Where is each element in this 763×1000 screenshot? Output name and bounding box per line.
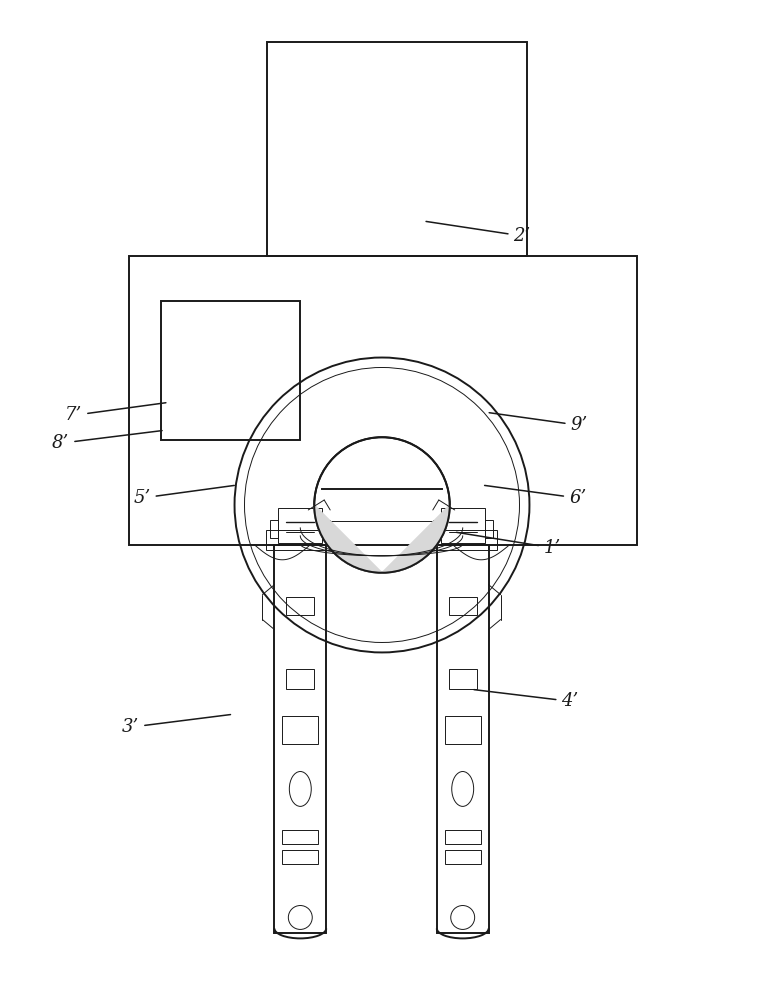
- Bar: [429, 530, 497, 550]
- Bar: [282, 830, 318, 844]
- Bar: [449, 669, 477, 689]
- Bar: [286, 669, 314, 689]
- Bar: [449, 597, 477, 615]
- Bar: [161, 301, 301, 440]
- Ellipse shape: [289, 772, 311, 806]
- Text: 4’: 4’: [474, 690, 578, 710]
- Bar: [266, 530, 334, 550]
- Bar: [129, 256, 637, 545]
- Bar: [445, 830, 481, 844]
- Bar: [445, 850, 481, 864]
- Bar: [270, 520, 278, 538]
- Text: 5’: 5’: [134, 485, 234, 507]
- Text: 7’: 7’: [65, 403, 166, 424]
- Bar: [267, 42, 527, 256]
- Bar: [286, 597, 314, 615]
- Bar: [278, 508, 322, 543]
- Text: 1’: 1’: [456, 532, 561, 557]
- Ellipse shape: [452, 772, 474, 806]
- Bar: [282, 850, 318, 864]
- Text: 8’: 8’: [52, 431, 162, 452]
- Text: 2’: 2’: [426, 221, 531, 245]
- Bar: [433, 520, 441, 538]
- Bar: [441, 508, 485, 543]
- Bar: [436, 545, 488, 933]
- Text: 6’: 6’: [485, 485, 586, 507]
- Text: 9’: 9’: [489, 413, 588, 434]
- Bar: [445, 716, 481, 744]
- Polygon shape: [314, 505, 449, 573]
- Bar: [322, 520, 330, 538]
- Bar: [275, 545, 327, 933]
- Bar: [282, 716, 318, 744]
- Text: 3’: 3’: [122, 715, 230, 736]
- Bar: [485, 520, 493, 538]
